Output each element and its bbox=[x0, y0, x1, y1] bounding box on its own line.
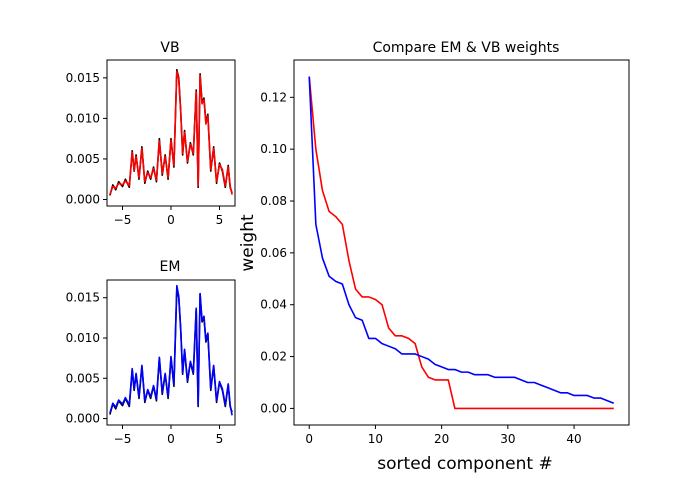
compare-axes-frame bbox=[293, 59, 630, 426]
compare-panel: Compare EM & VB weights 0 10 20 30 40 0.00 0.0… bbox=[238, 40, 630, 474]
em-series-line-1 bbox=[109, 284, 233, 416]
compare-x-tick-label: 30 bbox=[500, 432, 515, 446]
vb-y-tick-label: 0.015 bbox=[66, 71, 100, 85]
vb-y-tick-label: 0.005 bbox=[66, 152, 100, 166]
compare-x-axis-label: sorted component # bbox=[377, 454, 552, 474]
em-x-tick-label: 5 bbox=[216, 432, 224, 446]
compare-x-tick-label: 10 bbox=[368, 432, 383, 446]
compare-y-tick-label: 0.06 bbox=[260, 246, 287, 260]
compare-series-line-1 bbox=[308, 76, 615, 404]
vb-x-tick-label: −5 bbox=[114, 213, 132, 227]
em-y-tick-label: 0.015 bbox=[66, 291, 100, 305]
compare-title: Compare EM & VB weights bbox=[373, 40, 560, 56]
em-x-tick-label: −5 bbox=[114, 432, 132, 446]
vb-series-line-1 bbox=[109, 70, 233, 195]
compare-ticks-layer: 0 10 20 30 40 0.00 0.02 0.04 0.06 0.08 0.10 0.12 bbox=[260, 90, 581, 446]
compare-y-tick-label: 0.08 bbox=[260, 194, 287, 208]
vb-panel: VB −5 0 5 0.000 0.005 0.010 0.015 bbox=[66, 40, 236, 227]
compare-x-tick-label: 0 bbox=[305, 432, 313, 446]
vb-y-tick-label: 0.000 bbox=[66, 193, 100, 207]
em-y-tick-label: 0.010 bbox=[66, 331, 100, 345]
compare-series-line-0 bbox=[308, 76, 614, 410]
em-y-tick-label: 0.005 bbox=[66, 371, 100, 385]
em-axes-frame bbox=[106, 279, 236, 426]
compare-y-tick-label: 0.02 bbox=[260, 350, 287, 364]
compare-x-tick-label: 40 bbox=[566, 432, 581, 446]
em-series-layer bbox=[109, 284, 233, 416]
em-panel: EM −5 0 5 0.000 0.005 0.010 0.015 bbox=[66, 259, 236, 446]
compare-y-axis-label: weight bbox=[238, 214, 258, 272]
compare-y-tick-label: 0.10 bbox=[260, 142, 287, 156]
vb-x-tick-label: 0 bbox=[167, 213, 175, 227]
em-title: EM bbox=[160, 259, 181, 275]
em-y-tick-label: 0.000 bbox=[66, 412, 100, 426]
compare-series-layer bbox=[308, 76, 615, 410]
vb-axes-frame bbox=[106, 59, 236, 207]
vb-series-layer bbox=[109, 68, 233, 196]
compare-y-tick-label: 0.00 bbox=[260, 401, 287, 415]
em-x-tick-label: 0 bbox=[167, 432, 175, 446]
vb-ticks-layer: −5 0 5 0.000 0.005 0.010 0.015 bbox=[66, 71, 224, 227]
vb-x-tick-label: 5 bbox=[216, 213, 224, 227]
em-ticks-layer: −5 0 5 0.000 0.005 0.010 0.015 bbox=[66, 291, 224, 446]
compare-y-tick-label: 0.04 bbox=[260, 298, 287, 312]
compare-y-tick-label: 0.12 bbox=[260, 90, 287, 104]
compare-x-tick-label: 20 bbox=[434, 432, 449, 446]
vb-title: VB bbox=[160, 40, 179, 56]
vb-y-tick-label: 0.010 bbox=[66, 111, 100, 125]
